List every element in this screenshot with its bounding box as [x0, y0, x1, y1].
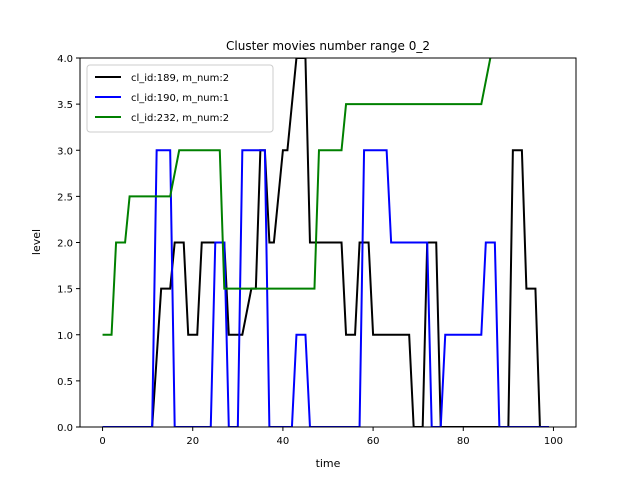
legend-box — [86, 64, 274, 133]
y-axis-title: level — [30, 229, 43, 255]
x-tick-label: 100 — [544, 436, 563, 447]
legend-label: cl_id:232, m_num:2 — [131, 113, 229, 124]
y-tick-label: 4.0 — [57, 54, 73, 65]
y-tick-label: 3.5 — [57, 100, 73, 111]
legend-label: cl_id:189, m_num:2 — [131, 73, 229, 84]
y-tick-label: 1.5 — [57, 285, 73, 296]
x-tick-label: 60 — [367, 436, 380, 447]
x-tick-label: 80 — [457, 436, 470, 447]
y-tick-label: 3.0 — [57, 146, 73, 157]
y-tick-label: 0.0 — [57, 423, 73, 434]
axes-layer: 0 20 40 60 80 100 0.0 0.5 1.0 1.5 2.0 2.5 3.0 3.5 4.0 — [57, 54, 577, 447]
x-tick-label: 0 — [99, 436, 105, 447]
x-tick-label: 40 — [277, 436, 290, 447]
y-tick-label: 2.0 — [57, 239, 73, 250]
x-tick-label: 20 — [186, 436, 199, 447]
legend: cl_id:189, m_num:2 cl_id:190, m_num:1 cl_i… — [86, 64, 274, 133]
series-layer — [102, 58, 549, 427]
series-line-3 — [102, 58, 492, 336]
x-axis-title: time — [316, 457, 341, 470]
y-tick-label: 1.0 — [57, 331, 73, 342]
y-tick-label: 0.5 — [57, 377, 73, 388]
chart-title: Cluster movies number range 0_2 — [226, 39, 430, 53]
y-tick-label: 2.5 — [57, 192, 73, 203]
series-line-2 — [102, 149, 549, 427]
legend-label: cl_id:190, m_num:1 — [131, 93, 229, 104]
